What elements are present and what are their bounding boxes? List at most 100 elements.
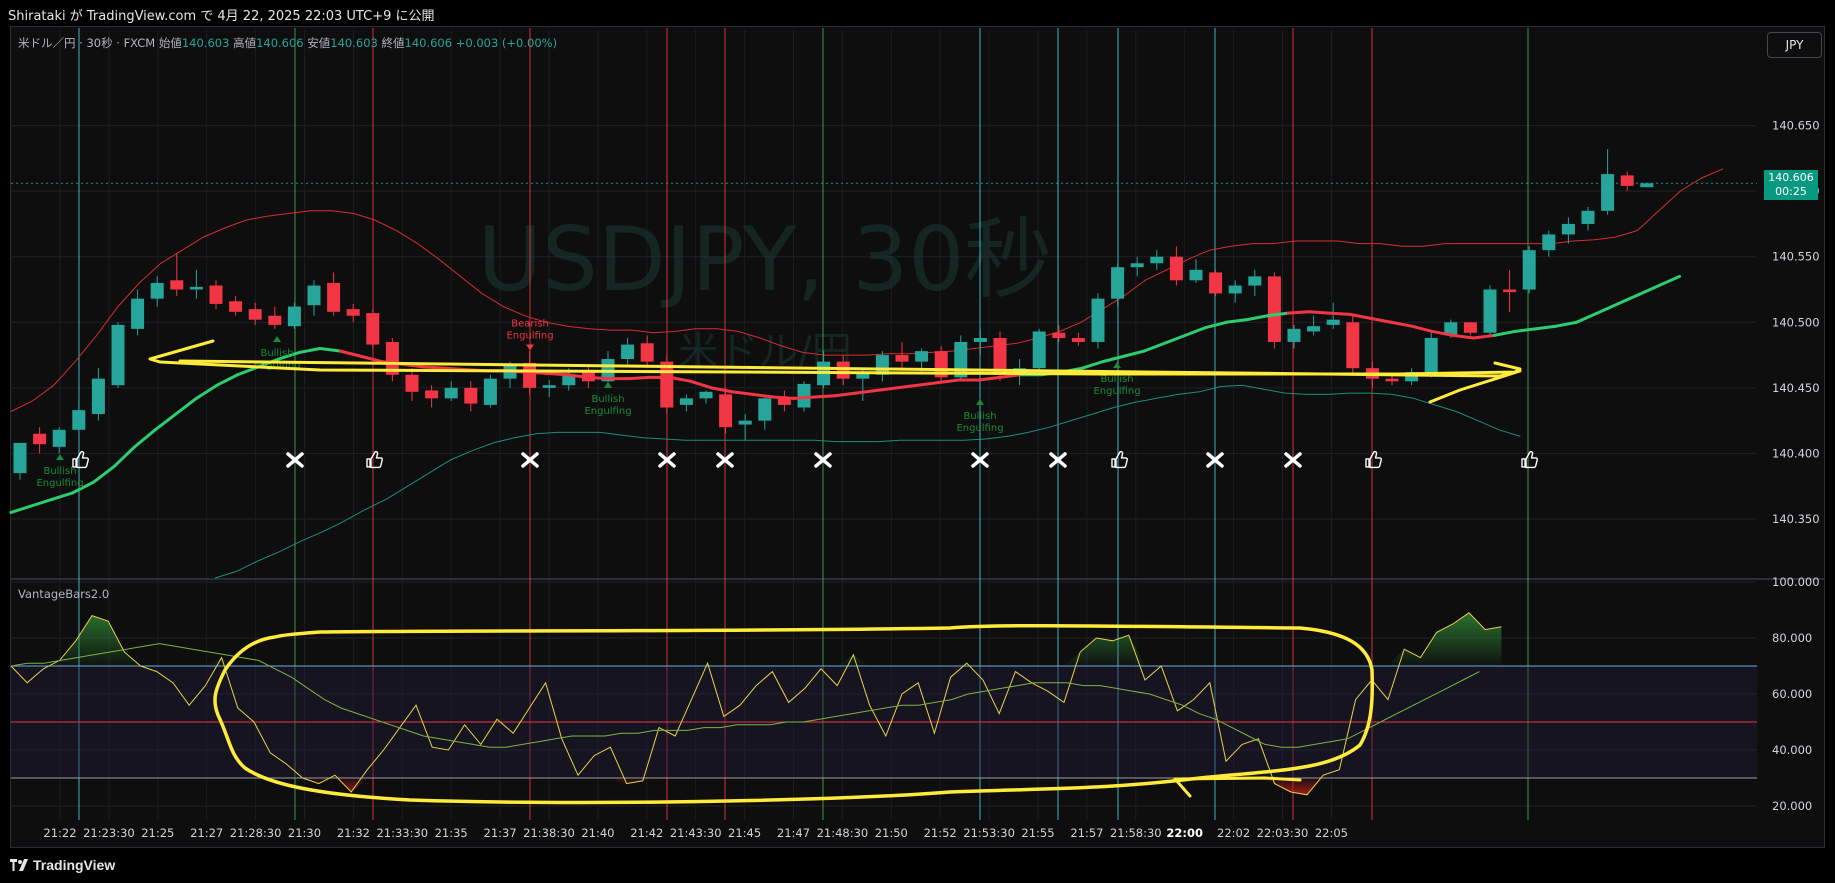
time-tick-label: 21:33:30 [376,826,428,840]
time-tick-label: 21:35 [435,826,468,840]
ma-segment [215,373,240,387]
ma-segment [792,395,816,400]
candle-body [248,309,262,320]
ma-segment [586,375,610,381]
ma-segment [854,388,878,395]
candle-body [72,410,86,430]
thumbs-up-icon [1365,450,1382,469]
ma-segment [297,347,322,354]
currency-button[interactable]: JPY [1767,32,1822,58]
time-tick-label: 21:22 [43,826,76,840]
thumbs-up-icon [1521,450,1538,469]
price-tick-label: 140.550 [1772,250,1820,264]
candle-body [993,338,1007,375]
candle-body [621,344,635,359]
cross-icon [1049,452,1067,468]
candle-body [425,390,439,399]
annotation-arrow-right [178,359,1522,404]
candle-body [679,398,693,405]
open-value: 140.603 [181,36,230,50]
chart-frame[interactable] [10,26,1825,848]
candle-body [209,285,223,304]
ma-segment [1183,326,1208,337]
ma-segment [1657,274,1682,288]
ma-segment [1224,318,1249,324]
time-tick-label: 22:00 [1166,826,1203,840]
cross-stroke [521,452,539,468]
time-tick-label: 21:40 [581,826,614,840]
symbol-name: 米ドル／円 · 30秒 · FXCM [18,36,156,50]
candle-body [777,398,791,405]
ma-segment [1492,329,1517,337]
candle-body [660,361,674,408]
bb-upper-line [10,168,1724,412]
candle-body [758,398,772,421]
cross-icon [971,452,989,468]
pattern-text: Engulfing [253,360,300,371]
ma-segment [1369,316,1393,324]
close-value: 140.606 [404,36,453,50]
cross-stroke [716,452,734,468]
time-tick-label: 21:52 [924,826,957,840]
time-tick-label: 21:38:30 [523,826,575,840]
candle-body [483,378,497,405]
open-label: 始値 [158,36,182,50]
time-axis: 21:22 21:23:30 21:25 21:27 21:28:30 21:30 21:3… [43,826,1348,840]
change-value: +0.003 (+0.00%) [455,36,558,50]
tradingview-logo-icon [10,859,28,871]
ma-segment [771,395,796,400]
candle-body [1483,289,1497,333]
cross-stroke [1206,452,1224,468]
time-tick-label: 21:53:30 [963,826,1015,840]
time-tick-label: 21:58:30 [1110,826,1162,840]
ma-segment [1595,302,1620,315]
ma-segment [359,354,384,364]
candle-body [523,362,537,388]
candle-body [1542,234,1556,251]
candle-body [719,394,733,428]
ma-segment [1410,324,1434,333]
candle-body [1620,175,1634,186]
bb-lower-line [214,384,1521,579]
pattern-text: Bullish [591,394,624,405]
publish-header: Shirataki が TradingView.com で 4月 22, 202… [0,0,1835,26]
candle-body [1209,272,1223,294]
candle-body [229,301,243,312]
candle-body [1601,174,1615,211]
time-tick-label: 21:25 [141,826,174,840]
price-tick-label: 140.350 [1772,512,1820,526]
candle-body [268,315,282,325]
signal-markers [72,450,1538,469]
signal-vertical-lines [78,28,1529,820]
ma-segment [9,504,34,514]
indicator-title[interactable]: VantageBars2.0 [18,587,110,601]
candle-body [1052,332,1066,339]
pattern-text: Engulfing [584,406,631,417]
ma-segment [133,428,157,449]
pattern-text: Engulfing [36,478,83,489]
candle-body [13,442,27,474]
candle-body [1032,331,1046,369]
ma-segment [1513,327,1537,333]
pattern-text: Engulfing [1093,386,1140,397]
candle-body [1111,267,1125,299]
candle-body [640,343,654,362]
ma-segment [174,396,198,416]
ma-segment [50,491,75,501]
ma-segment [194,383,219,400]
time-tick-label: 22:02 [1217,826,1250,840]
candle-body [1503,289,1517,293]
tradingview-logo[interactable]: TradingView [10,857,115,873]
ma-segment [1121,349,1146,358]
ma-segment [91,465,116,484]
time-tick-label: 21:48:30 [817,826,869,840]
annotation-oscillator-ellipse [213,623,1375,805]
ma-segment [1389,320,1414,328]
candle-body [1346,322,1360,369]
candle-body [1287,328,1301,342]
time-tick-label: 21:43:30 [670,826,722,840]
